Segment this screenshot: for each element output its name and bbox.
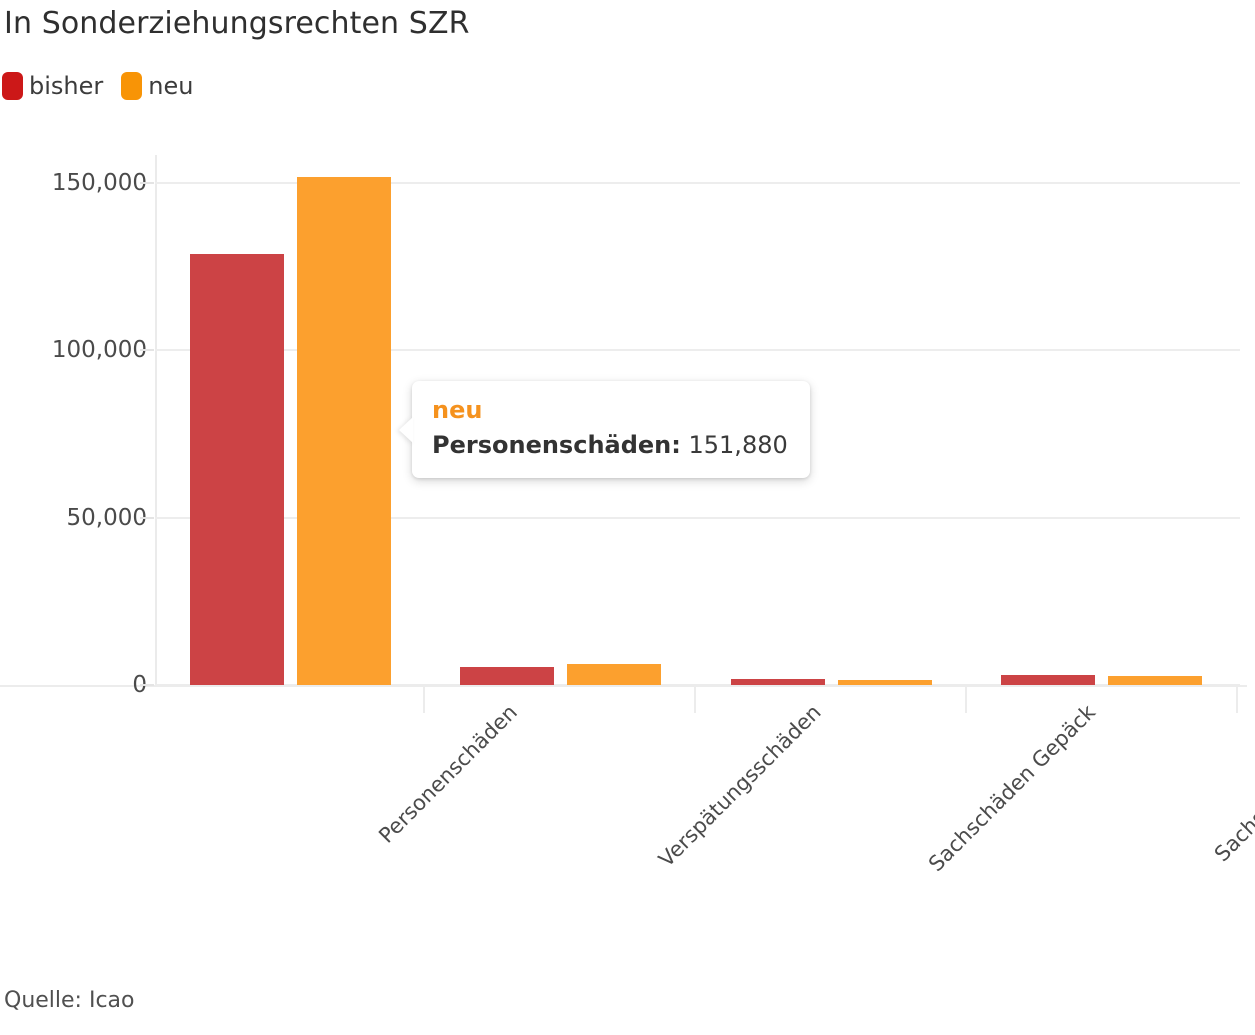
- page-title: In Sonderziehungsrechten SZR: [4, 6, 470, 41]
- y-axis-line: [155, 155, 157, 687]
- x-axis-tick-mark: [1236, 687, 1238, 713]
- bar-bisher-3[interactable]: [1001, 675, 1095, 685]
- x-axis-label-3: Sachschäden Fracht (pro Tonne): [1209, 750, 1255, 867]
- bar-neu-1[interactable]: [567, 664, 661, 685]
- tooltip-value: 151,880: [688, 431, 788, 460]
- tooltip-value-row: Personenschäden: 151,880: [432, 431, 790, 460]
- legend-item-neu[interactable]: neu: [121, 72, 193, 100]
- gridline: [155, 182, 1240, 184]
- gridline: [155, 349, 1240, 352]
- legend-swatch-neu: [121, 72, 143, 100]
- legend-item-bisher[interactable]: bisher: [2, 72, 103, 100]
- bar-neu-3[interactable]: [1108, 676, 1202, 685]
- x-axis-label-2: Sachschäden Gepäck: [923, 700, 1101, 877]
- x-axis-tick-mark: [965, 687, 967, 713]
- y-axis-tick-mark: [140, 684, 154, 686]
- gridline: [155, 684, 1240, 686]
- x-axis-label-1: Verspätungsschäden: [654, 700, 826, 872]
- y-axis-tick-mark: [140, 349, 154, 352]
- legend-swatch-bisher: [2, 72, 23, 100]
- x-axis-tick-mark: [423, 687, 425, 713]
- y-axis-tick-mark: [140, 182, 154, 184]
- x-axis-tick-mark: [694, 687, 696, 713]
- y-axis-tick-label: 100,000: [51, 337, 147, 364]
- x-axis-label-0: Personenschäden: [374, 700, 523, 848]
- y-axis-tick-label: 150,000: [51, 170, 147, 196]
- gridline: [155, 516, 1240, 519]
- x-axis-line: [0, 685, 1247, 687]
- tooltip-category-label: Personenschäden:: [432, 431, 681, 460]
- y-axis-tick-mark: [140, 516, 154, 519]
- chart-tooltip: neu Personenschäden: 151,880: [412, 381, 810, 479]
- tooltip-series-name: neu: [432, 396, 483, 424]
- bar-neu-0[interactable]: [297, 176, 391, 685]
- chart-legend: bisher neu: [2, 72, 193, 100]
- bar-bisher-2[interactable]: [731, 679, 825, 685]
- bar-neu-2[interactable]: [838, 680, 932, 685]
- legend-label-bisher: bisher: [29, 72, 104, 100]
- bar-bisher-0[interactable]: [190, 253, 284, 685]
- bar-bisher-1[interactable]: [460, 667, 554, 685]
- source-note: Quelle: Icao: [4, 988, 135, 1013]
- y-axis-tick-label: 0: [132, 672, 147, 698]
- y-axis-tick-label: 50,000: [66, 504, 147, 531]
- legend-label-neu: neu: [148, 72, 194, 100]
